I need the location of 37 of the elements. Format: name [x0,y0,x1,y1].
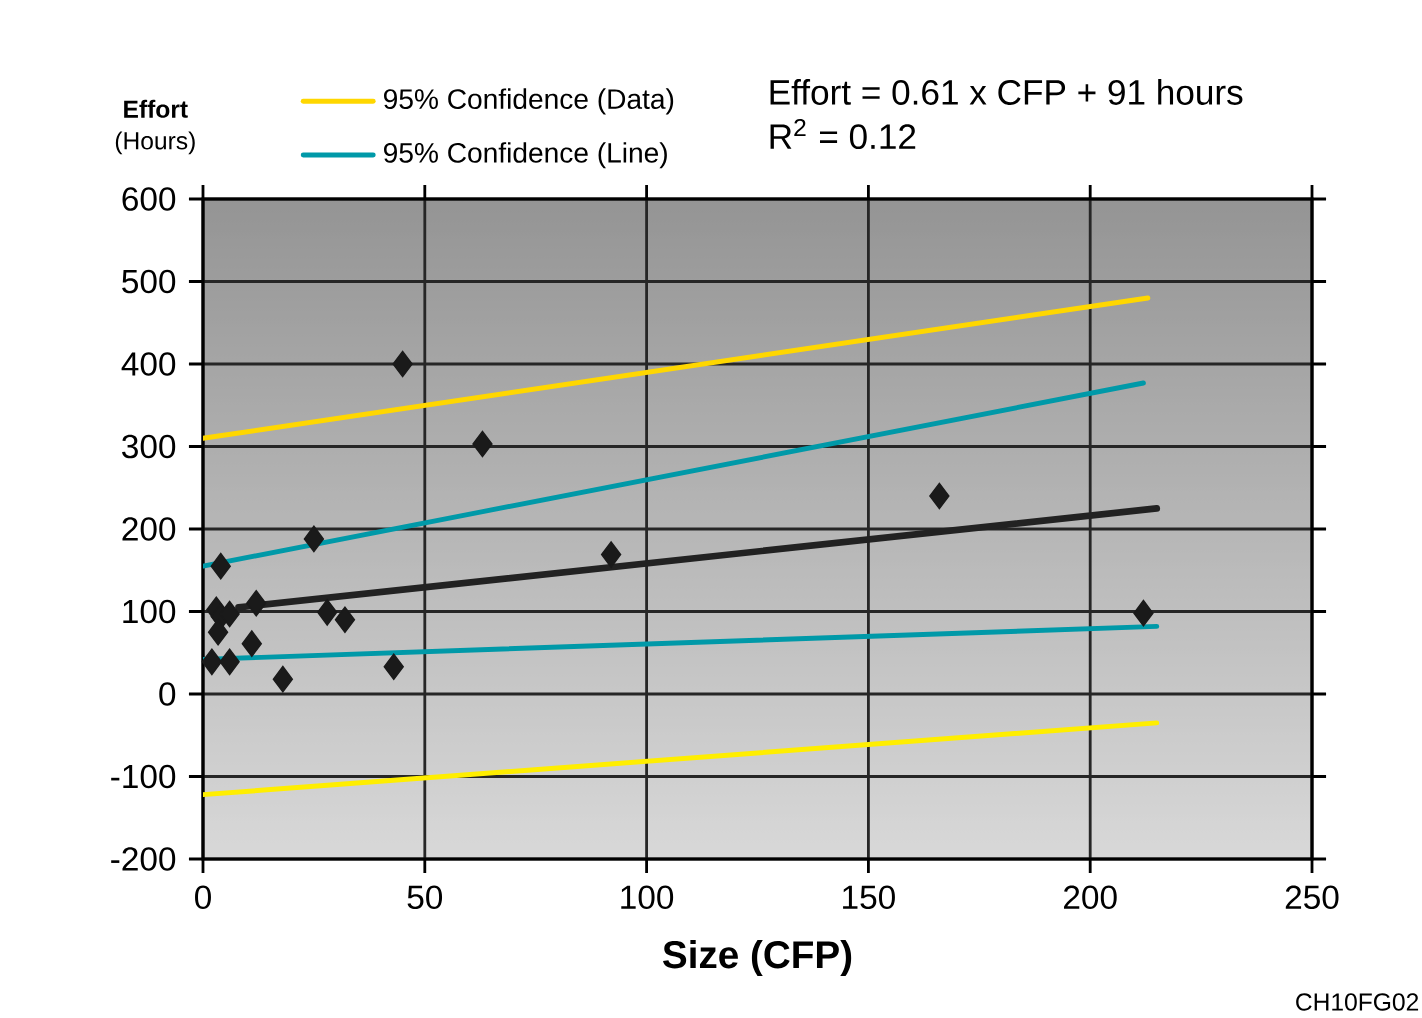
point [1133,599,1154,627]
y-tick-label: 0 [159,682,176,706]
point [929,482,950,510]
legend-label: 95% Confidence (Data) [384,88,674,115]
point [246,589,267,617]
y-tick-label: -100 [111,764,176,789]
text: R$^{2}$ = 0.12 [770,118,916,150]
x-tick-label: 150 [843,885,895,910]
y-tick-label: 400 [121,352,176,376]
point [392,350,413,378]
point [600,541,622,568]
point [472,430,493,458]
x-tick-label: 250 [1285,885,1339,910]
x-axis-title: Size (CFP) [663,939,852,976]
point [317,598,338,626]
y-tick-label: 200 [122,517,176,541]
point [383,653,404,681]
point [334,606,356,634]
y-axis-title: Effort (Hours) [115,99,195,155]
y-tick-label: 600 [122,187,176,211]
point [210,552,231,580]
text: CH10FG02 [1296,993,1419,1011]
y-tick-label: 500 [122,269,176,294]
x-tick-label: 100 [621,885,674,910]
x-tick-label: 50 [407,885,443,910]
legend-label: 95% Confidence (Line) [384,142,667,169]
text: Effort = 0.61 x CFP + 91 hours [770,79,1243,105]
point [303,525,325,553]
y-tick-label: -200 [111,847,176,871]
point [201,648,223,676]
point [219,648,240,676]
point [241,630,262,658]
x-tick-label: 200 [1064,885,1117,910]
point [272,665,294,693]
x-tick-label: 0 [195,885,211,910]
y-tick-label: 100 [123,599,176,624]
y-tick-label: 300 [122,434,176,459]
